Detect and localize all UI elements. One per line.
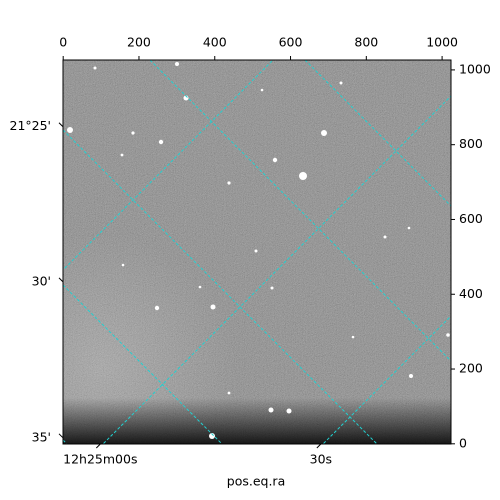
x-tick-label: 600 <box>279 35 303 50</box>
x-tick-label: 800 <box>354 35 378 50</box>
sky-image <box>63 60 451 444</box>
y-tick-label: 800 <box>459 136 483 151</box>
dec-tick-label: 21°25' <box>10 118 52 133</box>
stars <box>67 62 450 439</box>
plot-frame <box>62 59 452 445</box>
x-tick-label: 200 <box>127 35 151 50</box>
ra-tick-label: 12h25m00s <box>63 452 137 467</box>
dec-tick <box>58 122 64 128</box>
dec-tick-label: 35' <box>32 429 51 444</box>
x-tick-label: 0 <box>59 35 67 50</box>
dec-tick-label: 30' <box>32 273 51 288</box>
y-tick-label: 0 <box>459 435 467 450</box>
y-tick-label: 200 <box>459 361 483 376</box>
dec-tick <box>58 277 64 283</box>
ra-tick-label: 30s <box>310 452 332 467</box>
y-tick-label: 400 <box>459 286 483 301</box>
x-tick-label: 1000 <box>426 35 458 50</box>
ra-tick <box>95 443 101 449</box>
x-axis-label: pos.eq.ra <box>227 474 285 489</box>
ra-tick <box>316 443 322 449</box>
y-tick-label: 600 <box>459 211 483 226</box>
x-tick-label: 400 <box>203 35 227 50</box>
y-tick-label: 1000 <box>459 61 491 76</box>
dec-tick <box>58 433 64 439</box>
coordinate-grid <box>63 60 451 444</box>
